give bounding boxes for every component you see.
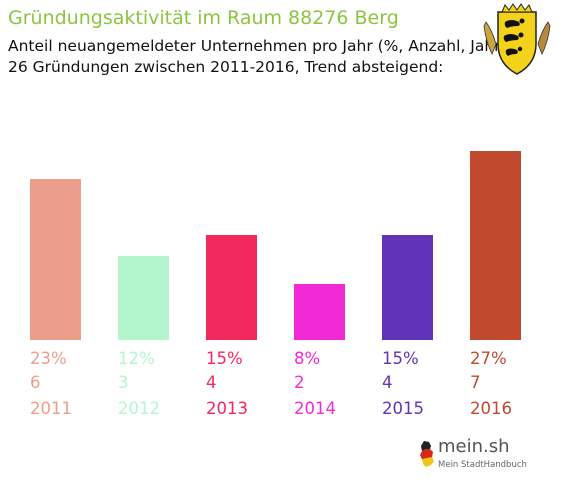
count-label-2016: 7	[470, 373, 481, 392]
logo-text: mein.sh	[438, 436, 510, 457]
percent-label-2013: 15%	[206, 349, 243, 368]
count-label-2013: 4	[206, 373, 217, 392]
year-label-2013: 2013	[206, 399, 248, 418]
percent-label-2011: 23%	[30, 349, 67, 368]
percent-label-2015: 15%	[382, 349, 419, 368]
bar-2012	[118, 256, 169, 340]
bar-2016	[470, 151, 521, 340]
year-label-2012: 2012	[118, 399, 160, 418]
year-label-2016: 2016	[470, 399, 512, 418]
bar-2015	[382, 235, 433, 340]
chart-summary: 26 Gründungen zwischen 2011-2016, Trend …	[8, 58, 444, 76]
count-label-2015: 4	[382, 373, 393, 392]
count-label-2011: 6	[30, 373, 41, 392]
count-label-2014: 2	[294, 373, 305, 392]
percent-label-2012: 12%	[118, 349, 155, 368]
count-label-2012: 3	[118, 373, 129, 392]
year-label-2015: 2015	[382, 399, 424, 418]
chart-subtitle: Anteil neuangemeldeter Unternehmen pro J…	[8, 37, 507, 55]
bar-2013	[206, 235, 257, 340]
logo-subtext: Mein StadtHandbuch	[438, 460, 527, 470]
year-label-2014: 2014	[294, 399, 336, 418]
percent-label-2016: 27%	[470, 349, 507, 368]
year-label-2011: 2011	[30, 399, 72, 418]
baden-wuerttemberg-coat-of-arms-icon	[483, 3, 551, 75]
page-title: Gründungsaktivität im Raum 88276 Berg	[8, 7, 399, 29]
mein-sh-logo: mein.sh Mein StadtHandbuch	[416, 436, 536, 474]
bar-2011	[30, 179, 81, 340]
percent-label-2014: 8%	[294, 349, 320, 368]
bar-2014	[294, 284, 345, 340]
germany-map-icon	[420, 441, 434, 467]
